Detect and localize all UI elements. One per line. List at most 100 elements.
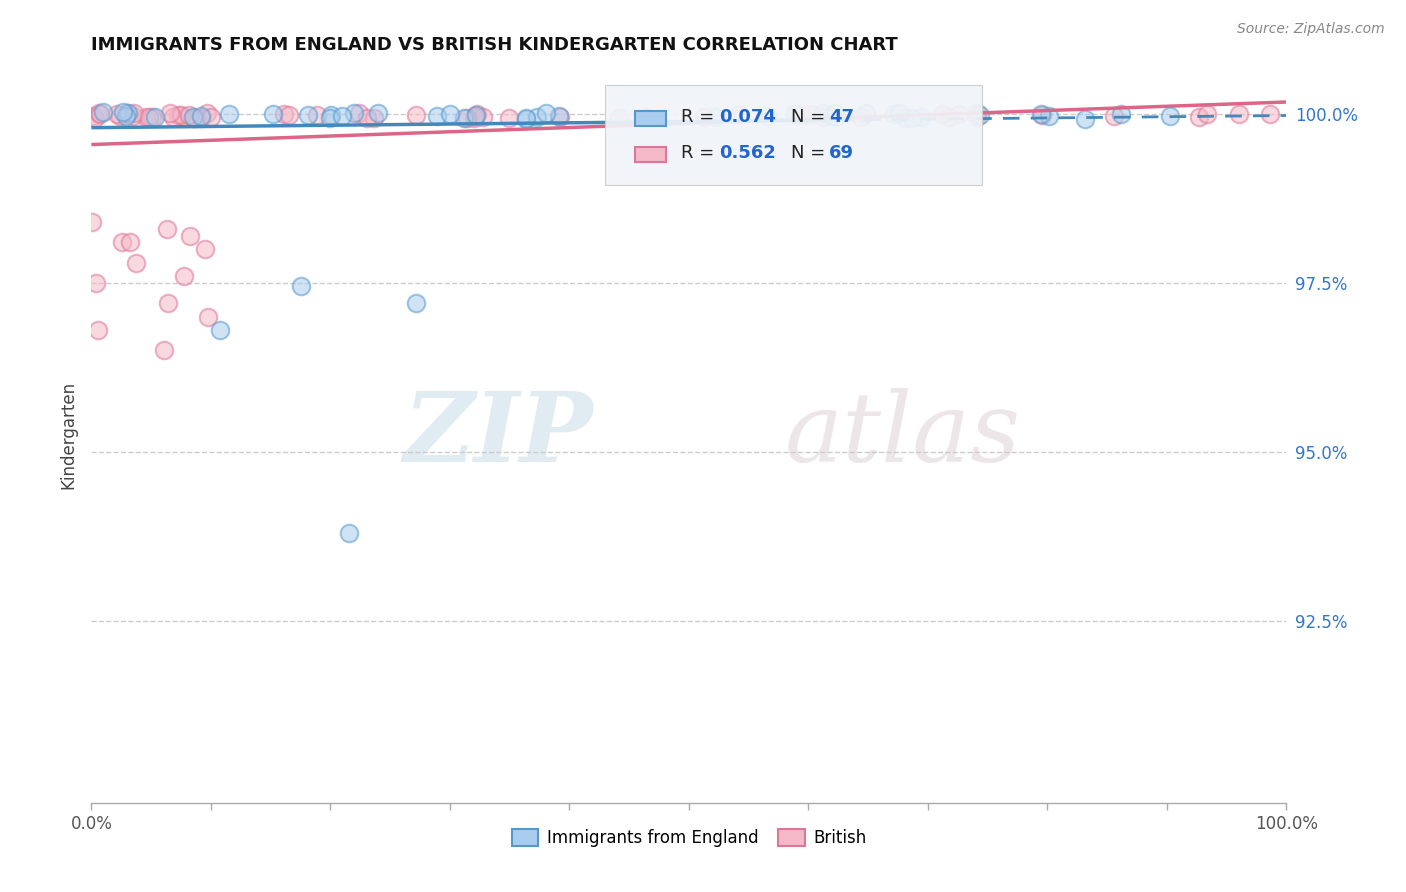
Point xyxy=(453,111,475,125)
Point xyxy=(177,108,200,122)
Point xyxy=(117,105,139,120)
Point xyxy=(337,525,360,540)
Point xyxy=(87,323,110,337)
Point xyxy=(548,109,571,123)
Point xyxy=(534,106,557,120)
Point xyxy=(900,111,922,125)
Point xyxy=(195,106,218,120)
Point xyxy=(938,110,960,124)
Point xyxy=(966,111,988,125)
Point xyxy=(356,111,378,125)
Point xyxy=(84,111,107,125)
Text: ZIP: ZIP xyxy=(404,388,593,482)
Legend: Immigrants from England, British: Immigrants from England, British xyxy=(512,830,866,847)
Point xyxy=(363,111,385,125)
Point xyxy=(439,107,461,121)
Point xyxy=(190,111,212,125)
Point xyxy=(465,107,488,121)
Point xyxy=(1031,107,1053,121)
Point xyxy=(330,109,353,123)
Point xyxy=(931,107,953,121)
Point xyxy=(290,279,312,293)
Point xyxy=(515,111,537,125)
Point xyxy=(91,105,114,120)
Point xyxy=(515,112,537,126)
Point xyxy=(183,110,205,124)
Point xyxy=(169,108,191,122)
Point xyxy=(183,111,205,125)
Point xyxy=(1188,110,1211,124)
Point xyxy=(783,106,806,120)
Point xyxy=(426,109,449,123)
Point xyxy=(855,106,877,120)
Point xyxy=(138,110,160,124)
Point xyxy=(704,110,727,124)
Point xyxy=(162,110,184,124)
Point xyxy=(122,106,145,120)
Point xyxy=(1029,107,1052,121)
Text: R =: R = xyxy=(681,144,720,162)
Point xyxy=(789,108,811,122)
Point xyxy=(143,110,166,124)
Point xyxy=(811,106,834,120)
Point xyxy=(157,296,180,310)
Point xyxy=(1109,106,1132,120)
Point xyxy=(190,109,212,123)
Y-axis label: Kindergarten: Kindergarten xyxy=(59,381,77,489)
Point xyxy=(200,110,222,124)
Point xyxy=(82,215,104,229)
Point xyxy=(197,310,219,324)
Text: R =: R = xyxy=(681,108,720,126)
Text: N =: N = xyxy=(790,108,831,126)
Point xyxy=(969,108,991,122)
Point xyxy=(111,235,134,250)
Point xyxy=(887,105,910,120)
Point xyxy=(342,106,364,120)
Text: 0.074: 0.074 xyxy=(718,108,776,126)
Point xyxy=(472,110,495,124)
Point xyxy=(82,109,104,123)
Point xyxy=(1159,109,1181,123)
Point xyxy=(111,105,134,120)
FancyBboxPatch shape xyxy=(636,111,666,126)
Point xyxy=(405,296,427,310)
Point xyxy=(173,269,195,284)
Point xyxy=(1102,109,1125,123)
Point xyxy=(756,109,779,123)
Text: 69: 69 xyxy=(828,144,853,162)
Point xyxy=(727,107,749,121)
Point xyxy=(218,107,240,121)
Point xyxy=(156,222,179,236)
Point xyxy=(1195,107,1218,121)
Point xyxy=(184,111,207,125)
Point xyxy=(89,106,111,120)
Point xyxy=(166,108,188,122)
Point xyxy=(278,108,301,122)
Point xyxy=(115,106,138,120)
Point xyxy=(966,106,988,120)
Point xyxy=(1038,109,1060,123)
Point xyxy=(125,255,148,269)
Point xyxy=(173,111,195,125)
Point xyxy=(811,110,834,124)
Point xyxy=(297,108,319,122)
Point xyxy=(307,108,329,122)
Point xyxy=(349,106,371,120)
Point xyxy=(108,109,131,123)
Point xyxy=(1074,112,1097,126)
Text: IMMIGRANTS FROM ENGLAND VS BRITISH KINDERGARTEN CORRELATION CHART: IMMIGRANTS FROM ENGLAND VS BRITISH KINDE… xyxy=(91,37,898,54)
Text: 0.562: 0.562 xyxy=(718,144,776,162)
Point xyxy=(464,108,486,122)
Point xyxy=(948,107,970,121)
Point xyxy=(799,106,821,120)
Point xyxy=(118,235,141,250)
Point xyxy=(114,109,136,123)
Point xyxy=(526,111,548,125)
Point xyxy=(319,108,342,122)
Point xyxy=(89,107,111,121)
Point xyxy=(824,106,846,120)
Point xyxy=(208,323,231,337)
Point xyxy=(1227,106,1250,120)
Point xyxy=(894,111,917,125)
Point xyxy=(548,110,571,124)
